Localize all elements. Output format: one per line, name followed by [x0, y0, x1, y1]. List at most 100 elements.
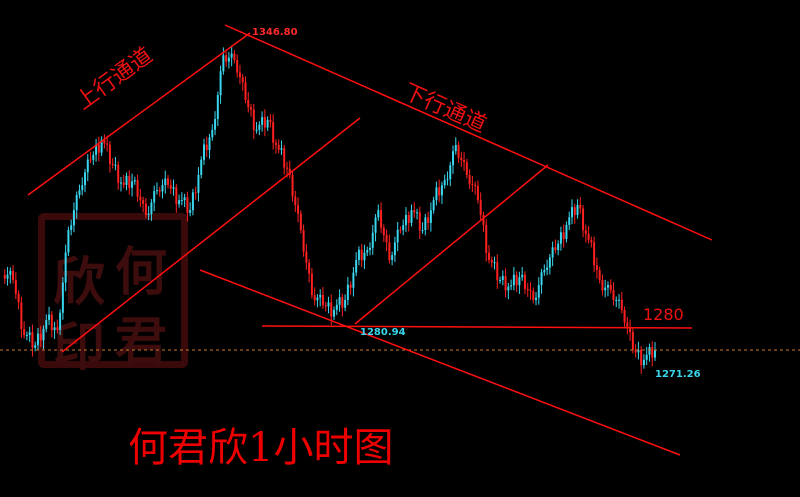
candle-body — [59, 312, 62, 330]
candle-body — [78, 190, 81, 195]
candle-body — [263, 117, 266, 128]
candle-body — [274, 142, 277, 145]
candle-body — [404, 214, 407, 226]
candle-body — [654, 349, 656, 358]
candle-body — [338, 297, 341, 305]
candle-body — [34, 345, 37, 348]
candle-body — [471, 183, 474, 185]
candle-body — [236, 59, 239, 73]
candle-body — [612, 289, 615, 301]
candle-body — [518, 277, 521, 286]
candle-body — [227, 57, 230, 62]
candle-body — [269, 119, 272, 123]
candle-body — [255, 129, 258, 131]
candle-body — [496, 262, 499, 281]
high-label: 1346.80 — [252, 27, 298, 38]
candle-body — [266, 119, 269, 128]
candle-body — [626, 322, 629, 328]
candle-body — [380, 210, 383, 228]
candle-body — [321, 294, 324, 306]
candle-body — [465, 162, 468, 175]
candle-body — [526, 288, 529, 290]
candle-body — [620, 299, 623, 310]
candle-body — [222, 55, 225, 72]
candle-body — [618, 299, 621, 301]
candle-body — [142, 200, 145, 204]
candle-body — [280, 148, 283, 150]
candle-body — [443, 180, 446, 186]
candle-body — [595, 265, 598, 271]
candle-body — [540, 272, 543, 285]
candle-body — [452, 151, 455, 166]
candle-body — [435, 187, 438, 201]
candle-body — [501, 276, 504, 281]
candle-body — [158, 190, 161, 192]
candle-body — [366, 250, 369, 253]
candle-body — [551, 247, 554, 258]
candle-body — [294, 196, 297, 206]
candle-body — [36, 333, 39, 346]
candle-body — [17, 293, 20, 303]
candle-body — [413, 210, 416, 213]
candle-body — [352, 272, 355, 288]
seal-watermark: 何 欣 君 印 — [38, 213, 188, 378]
candle-body — [214, 118, 217, 130]
candle-body — [324, 305, 327, 307]
up-channel-bottom-line — [61, 117, 361, 353]
candle-body — [629, 327, 632, 333]
candle-body — [208, 137, 211, 151]
candle-body — [637, 349, 640, 353]
candle-body — [432, 200, 435, 211]
candle-body — [474, 184, 477, 187]
candle-body — [86, 159, 89, 173]
level-label: 1280 — [643, 305, 684, 324]
candle-body — [382, 227, 385, 236]
candle-body — [476, 186, 479, 201]
candle-body — [230, 53, 233, 58]
candle-body — [341, 297, 344, 308]
candle-body — [407, 214, 410, 223]
candle-body — [565, 224, 568, 239]
candle-body — [557, 243, 560, 251]
candle-body — [48, 314, 51, 320]
candle-body — [579, 204, 582, 209]
candle-body — [554, 247, 557, 251]
down-channel-bottom-line — [199, 269, 681, 456]
candle-body — [3, 274, 6, 279]
candle-body — [631, 332, 634, 350]
candle-body — [487, 252, 490, 261]
candle-body — [399, 229, 402, 231]
candle-body — [582, 208, 585, 231]
candle-body — [258, 124, 261, 130]
candle-body — [31, 332, 34, 348]
low-label-2: 1271.26 — [655, 369, 701, 380]
candle-body — [108, 144, 111, 164]
candle-body — [512, 274, 515, 286]
low-label-1: 1280.94 — [360, 327, 406, 338]
candle-body — [349, 284, 352, 288]
candle-body — [219, 71, 222, 96]
candle-body — [92, 154, 95, 160]
candle-body — [67, 230, 70, 253]
candle-body — [150, 202, 153, 214]
candle-body — [205, 144, 208, 151]
candle-body — [139, 196, 142, 201]
candle-body — [238, 72, 241, 78]
candle-body — [111, 163, 114, 165]
candle-body — [297, 205, 300, 214]
candle-body — [529, 289, 532, 292]
candle-body — [374, 217, 377, 233]
candle-body — [200, 159, 203, 175]
candle-body — [523, 274, 526, 289]
candle-body — [161, 184, 164, 192]
candle-body — [615, 299, 618, 301]
candle-body — [128, 175, 131, 188]
candle-body — [288, 168, 291, 175]
candle-body — [244, 82, 247, 100]
candle-body — [233, 53, 236, 60]
candle-body — [584, 230, 587, 234]
candle-body — [6, 274, 9, 279]
candle-body — [114, 164, 117, 166]
candle-body — [23, 329, 26, 336]
